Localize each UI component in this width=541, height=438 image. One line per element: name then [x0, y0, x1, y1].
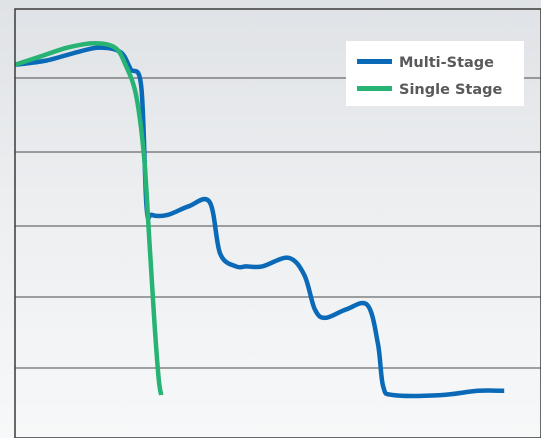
legend-box	[346, 41, 524, 106]
plot-frame	[14, 8, 541, 438]
legend-swatch-multi-stage	[357, 59, 392, 64]
legend-label-single-stage: Single Stage	[399, 82, 503, 98]
series-lines	[14, 41, 505, 399]
legend-label-multi-stage: Multi-Stage	[399, 55, 494, 71]
legend: Multi-Stage Single Stage	[346, 41, 524, 106]
series-line-multi-stage	[14, 45, 505, 399]
legend-swatch-single-stage	[357, 86, 392, 91]
series-line-single-stage	[14, 41, 164, 396]
